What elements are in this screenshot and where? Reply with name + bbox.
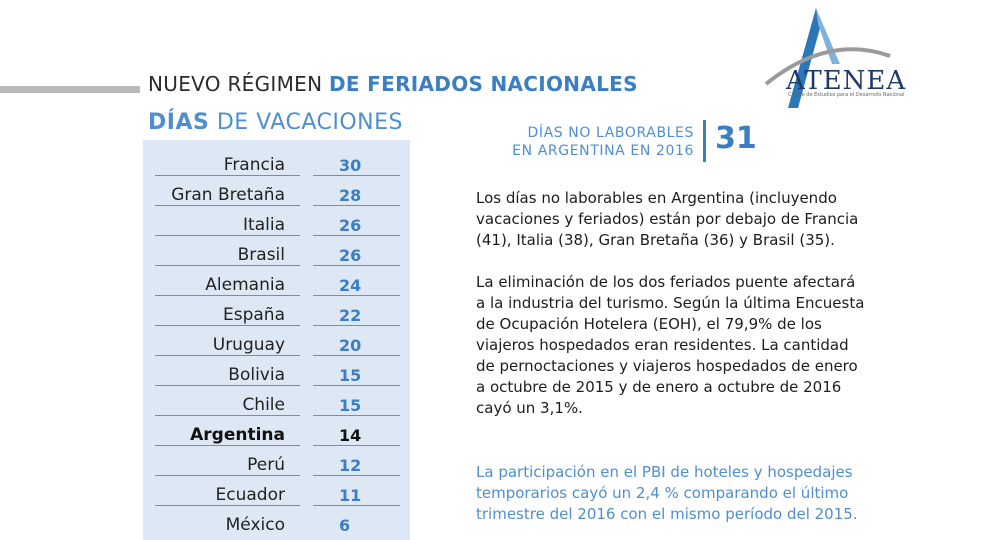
vacation-days: 15	[339, 366, 362, 385]
country-name: México	[225, 515, 285, 535]
row-divider	[313, 385, 400, 386]
paragraph-line: La participación en el PBI de hoteles y …	[476, 463, 853, 481]
title-plain: NUEVO RÉGIMEN	[148, 72, 330, 96]
country-name: Brasil	[237, 245, 285, 265]
row-divider	[155, 235, 300, 236]
paragraph-line: viajeros hospedados eran residentes. La …	[476, 336, 849, 354]
row-divider	[313, 415, 400, 416]
row-divider	[313, 235, 400, 236]
row-divider	[155, 205, 300, 206]
country-name: Alemania	[205, 275, 285, 295]
table-title-bold: DÍAS	[148, 110, 210, 135]
country-name: Francia	[223, 155, 285, 175]
paragraph-line: La eliminación de los dos feriados puent…	[476, 273, 856, 291]
row-divider	[155, 295, 300, 296]
title-highlight: DE FERIADOS NACIONALES	[329, 72, 638, 96]
paragraph-gdp: La participación en el PBI de hoteles y …	[476, 462, 916, 525]
paragraph-line: cayó un 3,1%.	[476, 399, 583, 417]
paragraph-tourism: La eliminación de los dos feriados puent…	[476, 272, 916, 419]
row-divider	[155, 505, 300, 506]
row-divider	[313, 295, 400, 296]
row-divider	[313, 175, 400, 176]
vacation-days: 26	[339, 246, 362, 265]
row-divider	[155, 385, 300, 386]
row-divider	[155, 325, 300, 326]
vacation-days: 28	[339, 186, 362, 205]
table-row: Ecuador 11	[143, 476, 410, 506]
vacation-days: 12	[339, 456, 362, 475]
stat-label-line2: EN ARGENTINA EN 2016	[512, 143, 694, 159]
row-divider	[155, 355, 300, 356]
table-row: Italia 26	[143, 206, 410, 236]
stat-label: DÍAS NO LABORABLES EN ARGENTINA EN 2016	[470, 124, 694, 160]
paragraph-line: (41), Italia (38), Gran Bretaña (36) y B…	[476, 231, 835, 249]
paragraph-line: trimestre del 2016 con el mismo período …	[476, 505, 858, 523]
stat-value: 31	[715, 121, 757, 156]
row-divider	[313, 205, 400, 206]
table-row: España 22	[143, 296, 410, 326]
vacation-days: 24	[339, 276, 362, 295]
country-name: Chile	[242, 395, 285, 415]
vacation-days: 20	[339, 336, 362, 355]
table-row: Uruguay 20	[143, 326, 410, 356]
country-name: Gran Bretaña	[171, 185, 285, 205]
vacation-days: 14	[339, 426, 362, 445]
table-row: Bolivia 15	[143, 356, 410, 386]
vacation-days: 26	[339, 216, 362, 235]
page-title: NUEVO RÉGIMEN DE FERIADOS NACIONALES	[148, 72, 638, 96]
table-row: Brasil 26	[143, 236, 410, 266]
table-row: Chile 15	[143, 386, 410, 416]
row-divider	[155, 265, 300, 266]
paragraph-line: a la industria del turismo. Según la últ…	[476, 294, 865, 312]
vacation-days: 11	[339, 486, 362, 505]
country-name: Bolivia	[228, 365, 285, 385]
table-row: Perú 12	[143, 446, 410, 476]
paragraph-days-comparison: Los días no laborables en Argentina (inc…	[476, 188, 916, 251]
vacation-days: 6	[339, 516, 351, 535]
paragraph-line: Los días no laborables en Argentina (inc…	[476, 189, 837, 207]
paragraph-line: temporarios cayó un 2,4 % comparando el …	[476, 484, 849, 502]
country-name: Perú	[247, 455, 285, 475]
logo-tagline: Centro de Estudios para el Desarrollo Na…	[788, 92, 905, 98]
vacation-days: 22	[339, 306, 362, 325]
country-name: Argentina	[190, 425, 285, 445]
table-row: Alemania 24	[143, 266, 410, 296]
triangle-arc-logo-icon	[764, 8, 891, 108]
row-divider	[313, 445, 400, 446]
country-name: Uruguay	[212, 335, 285, 355]
row-divider	[313, 475, 400, 476]
paragraph-line: vacaciones y feriados) están por debajo …	[476, 210, 859, 228]
vacation-days: 15	[339, 396, 362, 415]
row-divider	[313, 355, 400, 356]
table-title-plain: DE VACACIONES	[209, 110, 403, 135]
table-row: México 6	[143, 506, 410, 536]
row-divider	[313, 325, 400, 326]
stat-label-line1: DÍAS NO LABORABLES	[527, 125, 694, 141]
logo-wordmark: ATENEA	[786, 66, 907, 96]
atenea-logo: ATENEA Centro de Estudios para el Desarr…	[748, 4, 918, 114]
vacation-days: 30	[339, 156, 362, 175]
title-rule	[0, 86, 140, 93]
row-divider	[155, 175, 300, 176]
table-row: Gran Bretaña 28	[143, 176, 410, 206]
country-name: Ecuador	[215, 485, 285, 505]
row-divider	[313, 265, 400, 266]
paragraph-line: de Ocupación Hotelera (EOH), el 79,9% de…	[476, 315, 822, 333]
country-name: Italia	[243, 215, 285, 235]
stat-divider	[703, 120, 706, 162]
paragraph-line: a octubre de 2015 y de enero a octubre d…	[476, 378, 842, 396]
table-row: Francia 30	[143, 146, 410, 176]
table-title: DÍAS DE VACACIONES	[148, 110, 403, 135]
country-name: España	[223, 305, 285, 325]
table-row: Argentina 14	[143, 416, 410, 446]
paragraph-line: de pernoctaciones y viajeros hospedados …	[476, 357, 858, 375]
row-divider	[155, 415, 300, 416]
vacation-table	[143, 140, 410, 540]
row-divider	[155, 445, 300, 446]
row-divider	[155, 475, 300, 476]
row-divider	[313, 505, 400, 506]
